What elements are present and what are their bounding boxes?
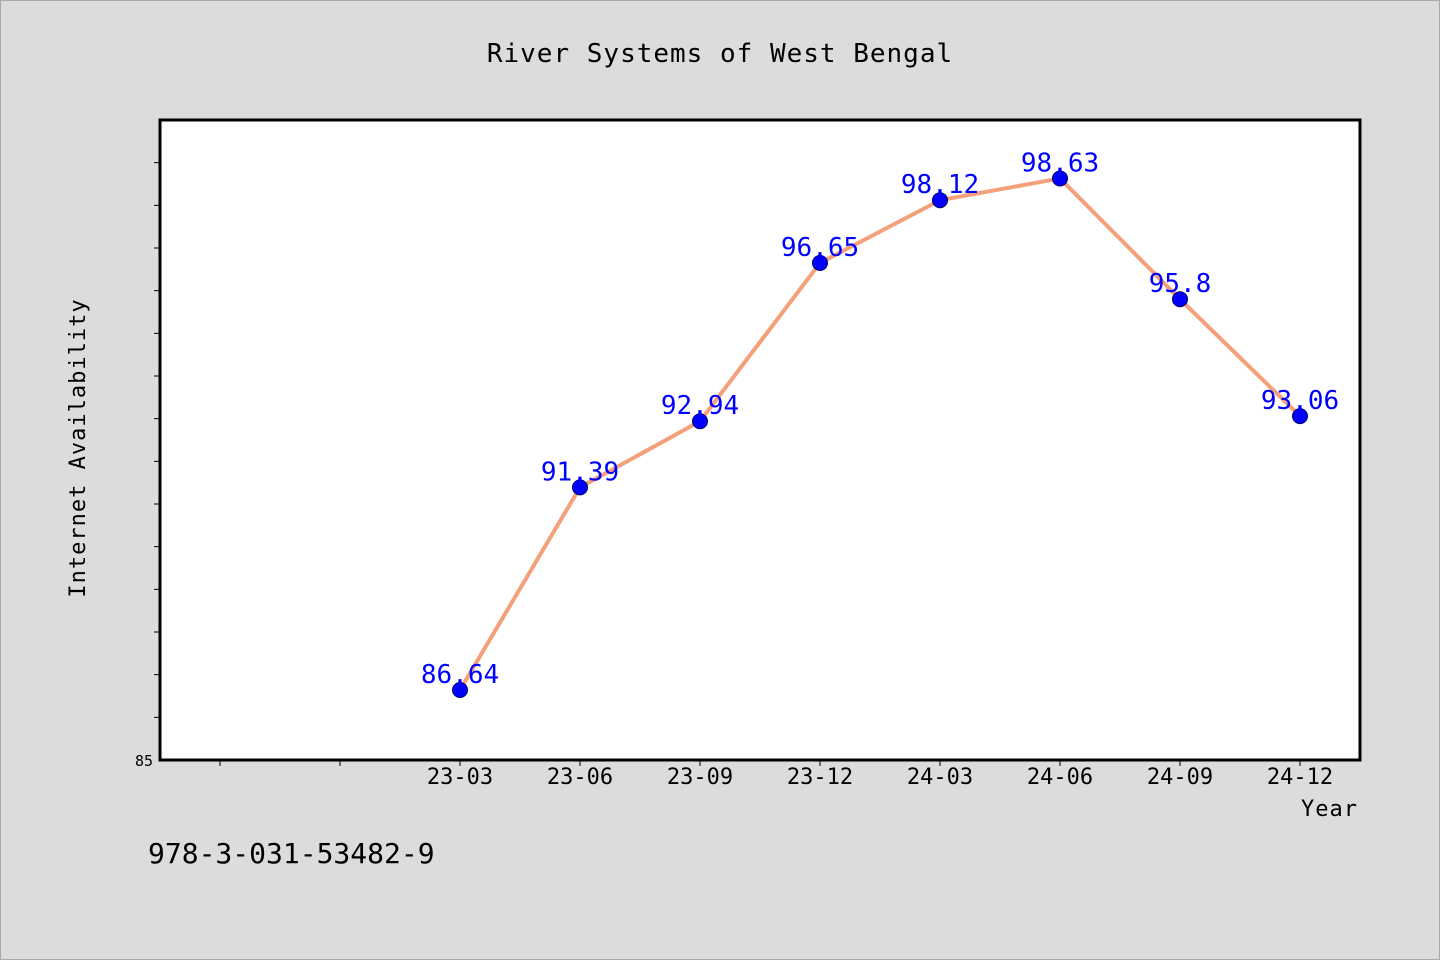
- x-tick-label: 23-12: [787, 765, 853, 790]
- data-label: 98.63: [1021, 148, 1099, 178]
- data-point: [1052, 170, 1068, 187]
- x-tick-label: 23-03: [427, 765, 493, 790]
- data-label: 92.94: [661, 391, 739, 421]
- chart-title: River Systems of West Bengal: [487, 39, 953, 69]
- y-axis: [154, 162, 160, 718]
- x-tick-label: 23-09: [667, 765, 733, 790]
- data-point: [1172, 291, 1188, 308]
- series-line: [458, 176, 1302, 692]
- x-tick-label: 24-12: [1267, 765, 1333, 790]
- data-labels: 86.64 91.39 92.94 96.65 98.12 98.63 95.8 93.06: [421, 148, 1339, 690]
- data-label: 86.64: [421, 660, 499, 690]
- plot-area: [158, 118, 1362, 762]
- data-point: [1292, 408, 1308, 425]
- data-label: 95.8: [1149, 269, 1212, 299]
- data-point: [692, 413, 708, 430]
- data-label: 96.65: [781, 233, 859, 263]
- series-markers: [452, 170, 1308, 699]
- data-label: 93.06: [1261, 386, 1339, 416]
- data-point: [452, 682, 468, 699]
- data-point: [812, 254, 828, 271]
- data-label: 91.39: [541, 457, 619, 487]
- data-label: 98.12: [901, 170, 979, 200]
- x-axis: 23-03 23-06 23-09 23-12 24-03 24-06 24-09 24-12: [219, 760, 1333, 790]
- y-tick-label-85: 85: [135, 752, 153, 770]
- x-tick-label: 23-06: [547, 765, 613, 790]
- data-point: [932, 192, 948, 209]
- x-tick-label: 24-06: [1027, 765, 1093, 790]
- y-axis-label: Internet Availability: [66, 298, 91, 597]
- isbn-text: 978-3-031-53482-9: [148, 837, 435, 870]
- data-point: [572, 479, 588, 496]
- x-axis-label: Year: [1301, 797, 1358, 822]
- x-tick-label: 24-09: [1147, 765, 1213, 790]
- x-tick-label: 24-03: [907, 765, 973, 790]
